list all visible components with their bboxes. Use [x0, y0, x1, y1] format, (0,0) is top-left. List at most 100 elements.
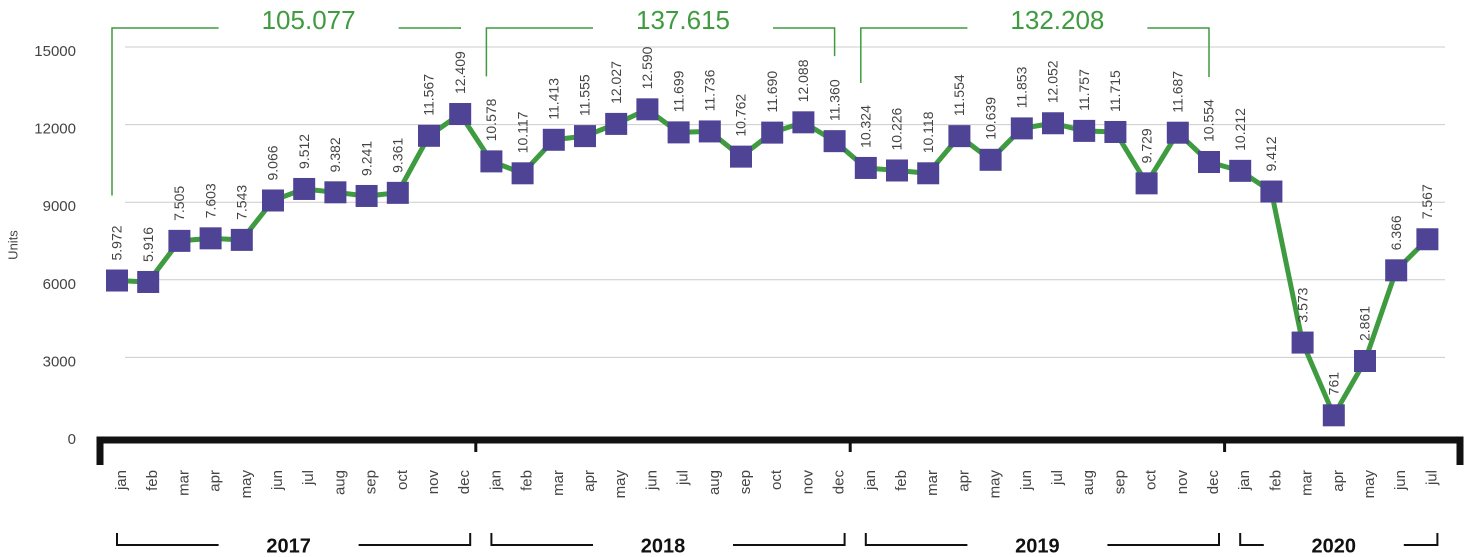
data-label: 10.578 [483, 98, 499, 141]
x-axis [96, 436, 1464, 465]
x-tick-label: aug [706, 470, 723, 495]
data-label: 9.361 [390, 138, 406, 173]
year-bracket [1239, 533, 1439, 546]
data-label: 11.413 [546, 78, 562, 120]
x-tick-label: jun [1018, 470, 1035, 491]
data-label: 12.590 [639, 46, 655, 89]
data-label: 10.117 [514, 111, 530, 153]
data-label: 11.554 [951, 74, 967, 116]
data-label: 761 [1326, 372, 1342, 396]
year-label: 2020 [1312, 535, 1357, 557]
data-label: 9.729 [1138, 128, 1154, 163]
data-label: 10.324 [858, 105, 874, 148]
data-label: 7.567 [1419, 184, 1435, 219]
marker [667, 121, 690, 144]
marker [511, 162, 534, 185]
marker [449, 103, 472, 126]
marker [854, 156, 877, 179]
y-tick-label: 0 [68, 431, 76, 448]
data-label: 11.360 [826, 79, 842, 121]
data-label: 11.757 [1076, 69, 1092, 111]
marker [106, 269, 128, 292]
year-bracket [864, 533, 1220, 546]
marker [823, 130, 846, 153]
marker [636, 98, 659, 121]
x-tick-label: apr [955, 470, 972, 492]
x-tick-label: apr [1330, 470, 1347, 492]
x-tick-label: jul [675, 470, 692, 486]
marker [542, 128, 565, 151]
x-tick-label: sep [737, 470, 754, 494]
data-label: 7.603 [202, 183, 218, 218]
data-label: 2.861 [1357, 306, 1373, 341]
x-tick-label: dec [1205, 470, 1222, 495]
x-tick-label: sep [1111, 470, 1128, 494]
marker [605, 112, 628, 135]
x-tick-label: jul [1049, 470, 1066, 486]
data-label: 12.027 [608, 61, 624, 104]
marker [730, 145, 752, 168]
group-total: 105.077 [262, 5, 356, 35]
data-label: 11.736 [702, 69, 718, 111]
x-tick-label: feb [893, 470, 910, 491]
x-tick-label: jan [487, 470, 504, 491]
data-label: 3.573 [1294, 287, 1310, 322]
data-label: 7.543 [234, 185, 250, 220]
marker [886, 159, 908, 182]
x-tick-label: dec [831, 470, 848, 495]
marker [917, 162, 940, 185]
data-label: 9.412 [1263, 136, 1279, 171]
marker [1042, 112, 1064, 135]
data-label: 10.118 [920, 111, 936, 153]
marker [1166, 121, 1189, 144]
x-tick-label: mar [924, 470, 941, 496]
marker [1073, 119, 1096, 142]
x-tick-label: jul [300, 470, 317, 486]
year-label: 2019 [1015, 535, 1060, 557]
marker [168, 229, 191, 252]
x-tick-label: sep [363, 470, 380, 494]
marker [1010, 117, 1033, 140]
x-tick-label: feb [144, 470, 161, 491]
data-label: 9.382 [327, 137, 343, 172]
marker [792, 111, 815, 134]
marker [293, 177, 316, 200]
marker [262, 189, 284, 212]
marker [418, 124, 440, 147]
marker [199, 227, 222, 250]
marker [1385, 259, 1408, 282]
data-label: 7.505 [171, 186, 187, 221]
data-label: 6.366 [1388, 215, 1404, 250]
data-label: 11.555 [577, 74, 593, 116]
data-label: 12.052 [1045, 60, 1061, 103]
x-tick-label: may [987, 470, 1004, 499]
total-bracket [485, 27, 836, 77]
marker [230, 228, 253, 251]
data-label: 10.226 [889, 107, 905, 150]
x-tick-label: dec [456, 470, 473, 495]
data-label: 10.639 [982, 97, 998, 140]
x-tick-label: oct [768, 469, 785, 490]
x-tick-label: feb [1267, 470, 1284, 491]
total-bracket [111, 27, 461, 196]
x-tick-label: jan [1236, 470, 1253, 491]
year-label: 2017 [266, 535, 311, 557]
marker [698, 120, 721, 143]
marker [1104, 120, 1127, 143]
group-total: 137.615 [636, 5, 730, 35]
marker [324, 181, 347, 204]
marker [1322, 404, 1345, 427]
x-tick-label: jul [1423, 470, 1440, 486]
marker [1291, 331, 1314, 354]
y-tick-label: 6000 [43, 276, 76, 293]
marker [1260, 180, 1283, 203]
data-label: 5.916 [140, 227, 156, 262]
x-tick-label: nov [799, 470, 816, 495]
y-tick-label: 12000 [34, 121, 76, 138]
x-tick-label: jun [269, 470, 286, 491]
data-label: 11.715 [1107, 70, 1123, 112]
year-bracket [116, 533, 472, 546]
data-label: 11.687 [1170, 71, 1186, 113]
data-label: 12.409 [452, 51, 468, 94]
marker [386, 181, 409, 204]
